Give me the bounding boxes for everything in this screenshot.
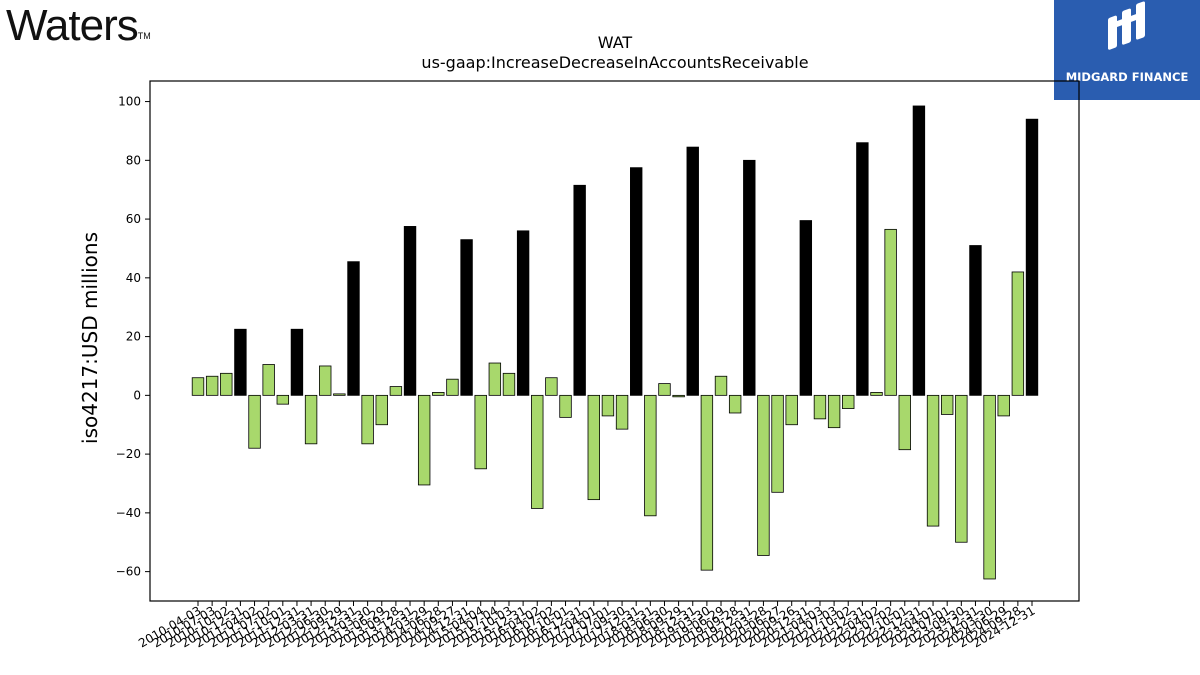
bar-2022-07-02 [884,228,897,396]
bar-2015-04-04 [474,394,487,470]
midgard-brand-text: MIDGARD FINANCE [1065,70,1189,84]
bar-2020-12-31 [799,220,813,396]
bar-2016-07-02 [545,377,558,396]
y-axis-label: iso4217:USD millions [78,232,102,444]
bar-2012-12-31 [347,261,360,396]
y-tick-label: 20 [126,330,141,344]
bar-2019-09-28 [728,394,742,414]
bar-2012-03-31 [304,394,318,445]
bar-2010-10-02 [220,372,233,396]
plot-frame [149,80,1080,602]
bar-2019-12-31 [743,159,756,396]
bar-2013-06-29 [375,394,388,426]
y-tick-label: 100 [118,95,141,109]
bar-2021-12-31 [856,142,869,396]
chart-subtitle: us-gaap:IncreaseDecreaseInAccountsReceiv… [421,53,808,72]
bar-2024-09-28 [1011,271,1025,396]
bar-2023-04-01 [926,394,940,527]
bar-2023-07-01 [940,394,954,415]
y-tick-label: 40 [126,271,141,285]
bar-2010-04-03 [191,377,205,396]
bar-2015-12-31 [516,230,530,396]
bar-2014-06-28 [432,392,445,396]
y-tick-label: 60 [126,212,141,226]
y-tick-label: −40 [116,506,141,520]
bar-2017-04-01 [587,394,600,501]
bar-2010-12-31 [234,328,247,396]
bar-2016-12-31 [573,184,586,396]
bar-2013-03-30 [361,394,374,445]
bar-2011-12-31 [290,328,304,396]
bar-2018-06-30 [658,383,671,396]
bars-group [191,105,1039,580]
bar-2012-06-30 [319,365,332,396]
y-tick-label: 0 [133,388,141,402]
bar-2011-04-02 [248,394,261,449]
bar-2020-06-27 [771,394,784,493]
bar-2024-12-31 [1025,118,1039,396]
bar-2013-12-31 [403,226,417,396]
bar-2017-12-31 [630,167,643,396]
bar-2014-12-31 [460,239,473,396]
waters-logo: WatersTM [6,0,151,52]
bar-2018-03-31 [644,394,657,517]
bar-2020-03-28 [757,394,770,556]
bar-2024-06-29 [997,394,1010,417]
y-tick-label: −20 [116,447,141,461]
trademark-mark: TM [137,31,151,41]
bar-2021-04-03 [813,394,827,420]
x-axis-ticks: 2010-04-032010-07-032010-10-022010-12-31… [136,601,1038,650]
bar-2014-09-27 [446,378,459,396]
bar-2022-12-31 [912,105,926,396]
midgard-finance-logo: MIDGARD FINANCE [1054,0,1200,100]
bar-2022-10-01 [898,394,911,451]
y-tick-label: −60 [116,565,141,579]
bar-2010-07-03 [205,375,219,396]
bar-2011-07-02 [262,364,275,396]
bar-2016-04-02 [531,394,544,509]
y-axis-ticks: −60 −40 −20 0 20 40 60 80 100 [116,95,150,579]
bar-2022-04-02 [870,392,883,396]
bar-2014-03-29 [417,394,431,486]
bar-2018-12-31 [686,146,699,396]
waters-wordmark: Waters [6,1,139,50]
bar-2023-09-30 [955,394,968,543]
bar-2013-09-28 [389,386,403,396]
bar-2019-06-29 [714,375,728,396]
bar-2020-09-26 [785,394,798,426]
y-tick-label: 80 [126,153,141,167]
bar-2012-09-29 [333,393,346,396]
bar-2018-09-29 [672,394,685,398]
bar-2017-09-30 [615,394,629,430]
bar-2019-03-30 [700,394,714,571]
bar-2021-07-03 [827,394,841,429]
bar-2021-10-02 [842,394,855,409]
bar-2017-07-01 [601,394,615,417]
midgard-emblem-icon [1108,1,1145,50]
bar-2016-10-01 [559,394,572,418]
bar-2024-03-30 [983,394,996,580]
bar-2015-10-03 [502,372,516,396]
bar-2015-07-04 [488,362,502,396]
bar-2023-12-31 [969,245,982,396]
bar-2011-10-01 [276,394,290,405]
chart-title: WAT [598,33,633,52]
